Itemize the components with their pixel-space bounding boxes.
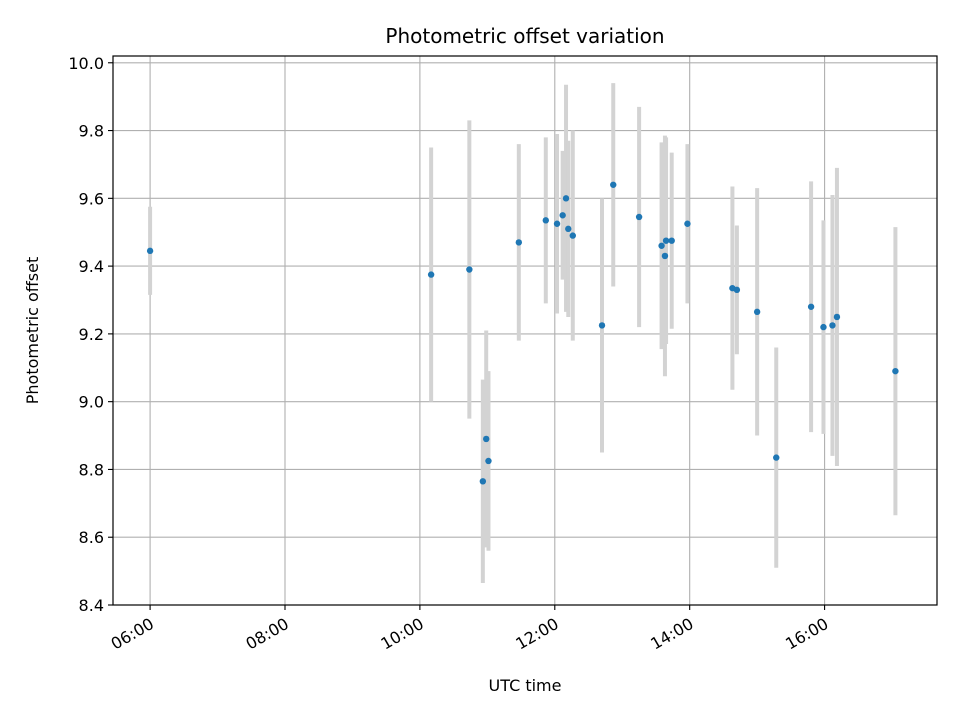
data-point: [829, 322, 836, 329]
data-point: [684, 220, 691, 227]
y-tick-label: 8.4: [79, 596, 104, 615]
x-axis-label: UTC time: [489, 676, 562, 695]
data-point: [753, 308, 761, 316]
data-point: [427, 271, 435, 278]
data-point: [807, 303, 815, 310]
data-point: [146, 247, 154, 255]
y-tick-label: 8.6: [79, 528, 104, 547]
data-point: [668, 237, 675, 244]
data-point: [598, 322, 606, 329]
data-points: [146, 181, 899, 485]
data-point: [661, 252, 669, 260]
y-tick-label: 8.8: [79, 460, 104, 479]
data-point: [483, 435, 490, 443]
data-point: [542, 217, 549, 224]
y-tick-label: 9.6: [79, 189, 104, 208]
data-point: [610, 181, 617, 188]
data-point: [892, 367, 899, 375]
data-point: [820, 323, 827, 331]
data-point: [485, 457, 492, 465]
data-point: [662, 237, 670, 244]
data-point: [635, 213, 643, 221]
y-axis-label: Photometric offset: [23, 257, 42, 405]
y-tick-label: 10.0: [68, 54, 104, 73]
y-tick-label: 9.0: [79, 393, 104, 412]
data-point: [515, 239, 523, 246]
data-point: [773, 454, 780, 461]
plot-frame: [112, 55, 938, 606]
data-point: [559, 212, 566, 219]
data-point: [833, 313, 841, 321]
y-tick-label: 9.4: [79, 257, 104, 276]
data-point: [733, 286, 741, 294]
data-point: [479, 478, 487, 485]
data-point: [565, 225, 572, 233]
data-point: [658, 242, 665, 249]
data-point: [562, 195, 570, 202]
y-axis-ticks: 8.4 8.6 8.8 9.0 9.2 9.4 9.6 9.8 10.0: [68, 54, 113, 615]
data-point: [553, 220, 561, 227]
chart-title: Photometric offset variation: [385, 24, 664, 48]
data-point: [569, 232, 576, 239]
y-tick-label: 9.2: [79, 325, 104, 344]
y-tick-label: 9.8: [79, 122, 104, 141]
data-point: [466, 266, 473, 273]
